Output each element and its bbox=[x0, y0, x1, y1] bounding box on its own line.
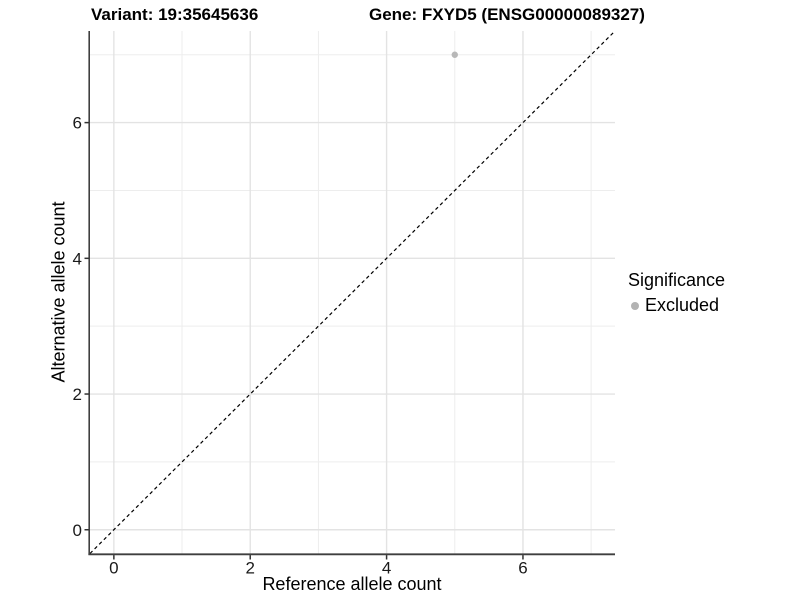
plot-title-variant: Variant: 19:35645636 bbox=[91, 5, 259, 24]
plot-title-gene: Gene: FXYD5 (ENSG00000089327) bbox=[369, 5, 645, 24]
x-tick-label: 2 bbox=[245, 559, 254, 578]
data-point bbox=[451, 51, 458, 58]
legend-marker-circle-icon bbox=[631, 301, 639, 310]
y-tick-label: 2 bbox=[73, 385, 82, 404]
y-tick-label: 0 bbox=[73, 521, 82, 540]
legend-key bbox=[628, 299, 642, 313]
legend-title: Significance bbox=[628, 270, 726, 290]
x-tick-label: 4 bbox=[382, 559, 391, 578]
x-tick-label: 0 bbox=[109, 559, 118, 578]
legend: Significance Excluded bbox=[628, 270, 725, 316]
y-axis-label: Alternative allele count bbox=[48, 201, 69, 383]
x-axis-label: Reference allele count bbox=[262, 574, 442, 594]
y-tick-label: 6 bbox=[73, 114, 82, 133]
x-tick-label: 6 bbox=[518, 559, 527, 578]
legend-entry-label: Excluded bbox=[645, 295, 720, 315]
legend-entry-excluded: Excluded bbox=[628, 295, 725, 316]
y-tick-label: 4 bbox=[73, 249, 82, 268]
identity-dashed-line bbox=[89, 30, 616, 554]
